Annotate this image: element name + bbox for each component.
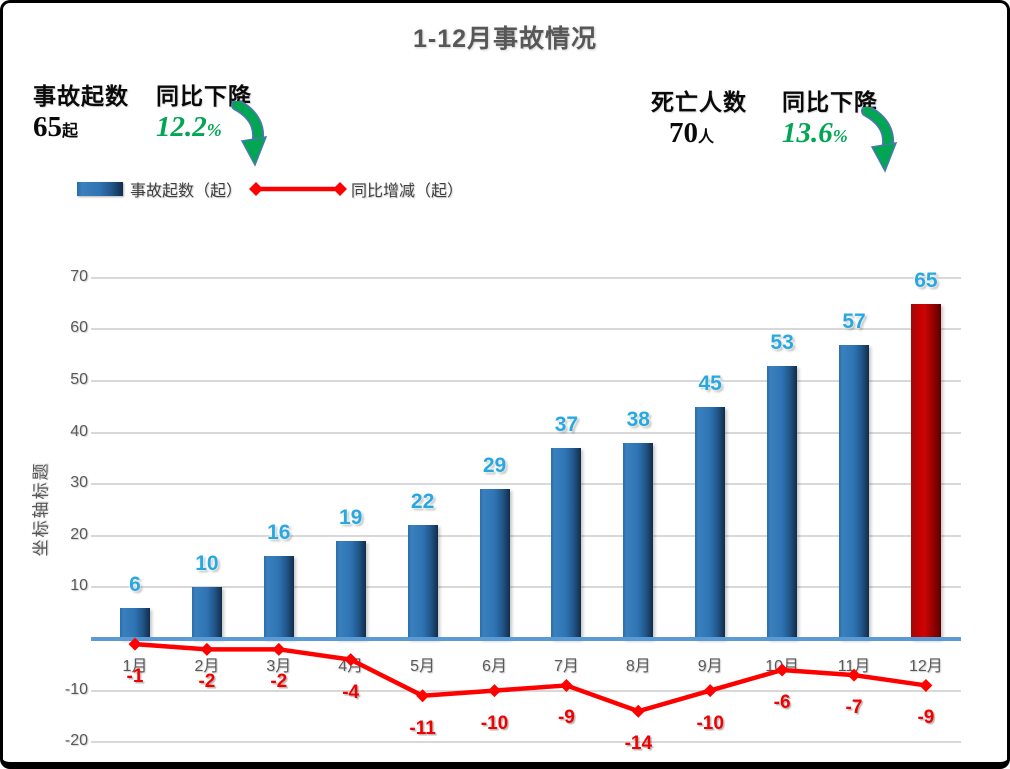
bar (479, 489, 510, 639)
y-tick-label: 20 (70, 525, 88, 543)
bar-value-label: 53 (770, 330, 794, 354)
green-down-arrow-icon (861, 107, 898, 173)
bar-value-label: 45 (698, 371, 722, 395)
bar-value-label: 29 (482, 454, 507, 478)
gridline (91, 380, 961, 382)
line-value-label: -10 (480, 712, 509, 734)
bar (335, 540, 366, 639)
y-tick-label: 40 (70, 422, 88, 440)
bar (910, 303, 941, 639)
y-tick-label: -10 (64, 680, 88, 698)
gridline (91, 689, 961, 692)
gridline (91, 534, 961, 537)
accident-count-unit: 起 (62, 123, 79, 140)
legend-line-icon (249, 182, 348, 196)
bar-value-label: 22 (410, 490, 435, 514)
bar (551, 448, 582, 639)
y-tick-label: 10 (70, 577, 88, 595)
legend-bar-label: 事故起数（起） (130, 183, 243, 200)
x-tick-label: 7月 (553, 658, 579, 675)
bar-value-label: 16 (267, 521, 291, 545)
line-value-label: -14 (624, 733, 653, 755)
x-tick-label: 9月 (697, 658, 723, 675)
bar (263, 556, 294, 639)
bar-value-label: 65 (914, 268, 938, 292)
bar (839, 344, 869, 639)
accident-change-value: 12.2% (156, 111, 222, 143)
trend-line (134, 641, 927, 714)
gridline (91, 276, 961, 279)
accident-count-value: 65起 (33, 111, 79, 143)
bar-value-label: 37 (554, 413, 579, 437)
line-value-label: -6 (773, 691, 791, 713)
line-value-label: -4 (342, 681, 360, 703)
line-value-label: -11 (409, 717, 436, 739)
x-tick-label: 12月 (908, 658, 943, 675)
chart-legend: 事故起数（起） 同比增减（起） (77, 177, 463, 201)
bar (407, 525, 438, 639)
bar-value-label: 38 (626, 407, 650, 431)
gridline (91, 586, 961, 589)
line-value-label: -1 (126, 666, 144, 688)
gridline (91, 741, 961, 744)
x-tick-label: 10月 (765, 658, 799, 675)
x-tick-label: 6月 (482, 658, 507, 675)
line-value-label: -7 (845, 697, 863, 719)
line-point-marker (631, 704, 645, 718)
y-tick-label: 70 (70, 267, 88, 285)
death-count-unit: 人 (698, 129, 715, 146)
y-tick-label: -20 (64, 732, 88, 750)
bar-value-label: 6 (129, 573, 141, 597)
bar-value-label: 57 (842, 309, 866, 333)
gridline (91, 328, 961, 331)
x-tick-label: 11月 (837, 658, 871, 675)
death-count-label: 死亡人数 (651, 90, 747, 115)
bar (191, 587, 222, 639)
bar (623, 442, 654, 639)
accident-count-label: 事故起数 (33, 84, 129, 109)
legend-bar-swatch-icon (77, 182, 123, 196)
x-tick-label: 8月 (625, 658, 651, 675)
bar-value-label: 10 (195, 552, 219, 576)
gridline (91, 431, 961, 434)
x-tick-label: 5月 (410, 658, 436, 675)
y-tick-label: 60 (70, 319, 88, 337)
line-value-label: -9 (557, 707, 575, 729)
line-value-label: -9 (917, 707, 935, 729)
bar (767, 365, 798, 639)
green-down-arrow-icon (231, 101, 268, 167)
death-change-value: 13.6% (782, 117, 848, 149)
death-count-value: 70人 (669, 117, 715, 149)
line-value-label: -2 (270, 671, 288, 693)
gridline (91, 483, 961, 486)
y-tick-label: 30 (70, 474, 88, 492)
zero-axis-line (91, 637, 961, 641)
chart-title: 1-12月事故情况 (412, 25, 598, 53)
bar-value-label: 19 (339, 505, 363, 529)
line-value-label: -10 (696, 712, 724, 734)
x-tick-label: 4月 (338, 658, 364, 675)
bar (695, 406, 726, 639)
bar (120, 608, 150, 639)
line-value-label: -2 (198, 671, 216, 693)
legend-line-label: 同比增减（起） (351, 183, 464, 200)
y-tick-label: 50 (70, 371, 88, 388)
